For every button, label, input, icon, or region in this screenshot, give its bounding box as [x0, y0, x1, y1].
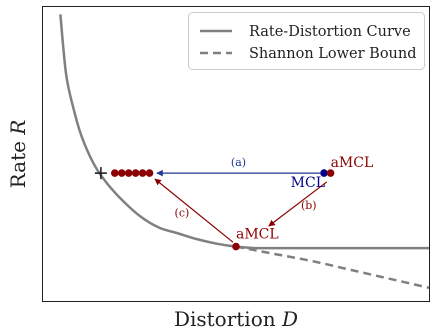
iteration-point: [124, 169, 133, 177]
arrow-label-b: (b): [301, 199, 317, 212]
mcl-label: MCL: [291, 175, 325, 191]
iteration-point: [131, 169, 140, 177]
arrow-c: [154, 178, 234, 243]
x-axis-label: Distortion D: [174, 307, 298, 331]
legend-box: [188, 12, 425, 70]
iteration-point: [138, 169, 147, 177]
series-layer: [59, 14, 430, 289]
start-plus-marker: [94, 167, 107, 180]
shannon-lower-bound-line: [235, 245, 430, 289]
x-axis-label-text: Distortion: [174, 307, 276, 331]
amcl-label: aMCL: [236, 227, 279, 243]
amcl-point: [326, 169, 335, 177]
legend-label-rate-distortion: Rate-Distortion Curve: [249, 24, 411, 40]
iteration-point: [110, 169, 119, 177]
amcl-label: aMCL: [331, 155, 374, 171]
arrow-layer: (a) (b) (c): [154, 156, 328, 243]
mcl-point: [320, 169, 328, 177]
y-axis-label-symbol: R: [6, 120, 30, 136]
plot-frame: [42, 6, 430, 302]
x-axis-label-symbol: D: [281, 307, 298, 331]
legend: Rate-Distortion Curve Shannon Lower Boun…: [188, 12, 425, 70]
arrow-b: [268, 181, 328, 227]
amcl-point: [232, 242, 240, 251]
iteration-point: [117, 169, 126, 177]
legend-label-shannon-lower-bound: Shannon Lower Bound: [249, 46, 417, 62]
y-axis-label: Rate R: [6, 120, 30, 189]
y-axis-label-text: Rate: [6, 141, 30, 188]
rate-distortion-curve-line: [59, 14, 429, 250]
iteration-point: [145, 169, 154, 177]
arrow-label-a: (a): [231, 156, 246, 169]
point-layer: [94, 167, 335, 251]
annotation-layer: MCL aMCL aMCL: [236, 155, 373, 243]
arrow-label-c: (c): [175, 207, 190, 220]
